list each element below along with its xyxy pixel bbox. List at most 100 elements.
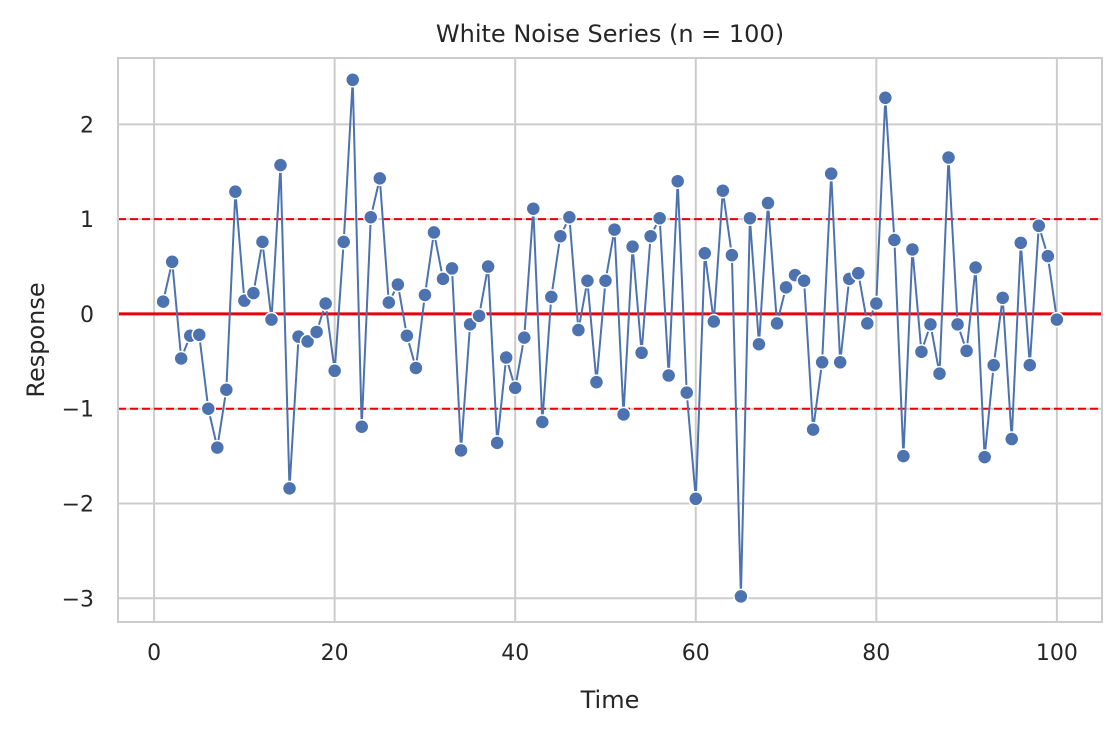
y-tick-label: 0 (80, 303, 94, 328)
data-point (606, 221, 623, 238)
data-point (390, 276, 406, 293)
data-point (254, 234, 271, 250)
data-point (967, 259, 984, 276)
data-point (344, 72, 361, 88)
data-point (453, 442, 469, 459)
data-point (922, 316, 939, 333)
data-point (715, 182, 731, 199)
data-point (751, 336, 767, 353)
data-point (913, 344, 930, 360)
data-point (516, 329, 532, 346)
data-point (850, 265, 867, 281)
data-point (326, 363, 343, 379)
x-axis-label: Time (580, 686, 640, 714)
data-point (381, 294, 397, 311)
data-point (534, 414, 551, 430)
plot-area (118, 58, 1102, 622)
data-point (245, 285, 262, 301)
data-point (570, 322, 587, 338)
data-point (173, 350, 189, 367)
data-point (353, 418, 370, 435)
data-point (1022, 357, 1038, 373)
data-point (624, 238, 641, 255)
data-point (688, 491, 704, 507)
data-point (642, 228, 659, 244)
data-point (868, 295, 885, 312)
data-point (1031, 218, 1047, 234)
y-tick-label: −3 (62, 587, 94, 612)
data-point (678, 384, 695, 401)
data-point (525, 200, 542, 217)
data-point (706, 313, 722, 330)
data-point (651, 210, 668, 226)
data-point (408, 360, 424, 376)
data-point (552, 228, 569, 244)
data-point (579, 273, 596, 289)
data-point (1013, 235, 1029, 251)
y-tick-label: 1 (80, 208, 94, 233)
data-point (272, 157, 289, 173)
data-point (904, 241, 921, 258)
data-point (317, 295, 334, 312)
data-point (263, 311, 280, 328)
y-tick-label: 2 (80, 113, 94, 138)
data-point (507, 380, 523, 396)
data-point (299, 333, 316, 350)
data-point (435, 271, 451, 287)
data-point (760, 195, 776, 211)
data-point (724, 247, 740, 263)
data-point (1049, 311, 1065, 328)
data-point (805, 421, 821, 438)
data-point (814, 354, 830, 371)
data-point (191, 327, 207, 343)
data-point (733, 588, 749, 605)
data-point (615, 406, 632, 423)
data-point (769, 315, 785, 332)
data-point (308, 324, 325, 340)
data-point (444, 260, 460, 277)
data-point (561, 209, 578, 225)
y-axis-label: Response (22, 282, 50, 397)
x-tick-label: 80 (862, 641, 890, 666)
data-point (281, 480, 298, 497)
data-point (931, 365, 948, 382)
data-point (363, 209, 379, 225)
data-point (985, 357, 1002, 373)
data-point (164, 254, 180, 270)
data-point (1003, 431, 1020, 447)
data-point (471, 308, 487, 324)
y-axis-ticks: −3 −2 −1 0 1 2 (62, 113, 94, 612)
x-axis-ticks: 0 20 40 60 80 100 (147, 641, 1078, 666)
data-point (859, 315, 876, 332)
x-tick-label: 40 (501, 641, 529, 666)
data-point (426, 224, 442, 241)
data-point (823, 165, 839, 182)
data-point (200, 400, 217, 417)
data-point (886, 232, 903, 248)
data-point (660, 367, 677, 384)
data-point (958, 343, 975, 359)
data-point (588, 374, 605, 390)
data-point (543, 289, 560, 305)
x-tick-label: 0 (147, 641, 161, 666)
data-point (498, 349, 514, 366)
data-point (778, 279, 794, 296)
data-point (480, 258, 496, 275)
data-point (994, 290, 1011, 306)
data-point (976, 449, 993, 465)
data-point (633, 345, 650, 361)
data-point (1040, 248, 1056, 264)
data-point (895, 448, 912, 464)
x-tick-label: 20 (321, 641, 349, 666)
plot-frame (117, 57, 1103, 623)
data-point (597, 273, 614, 289)
data-point (417, 287, 433, 303)
data-point (399, 327, 415, 344)
data-point (742, 210, 758, 226)
data-point (372, 170, 388, 187)
x-tick-label: 100 (1036, 641, 1078, 666)
data-point (489, 435, 505, 451)
series (155, 72, 1065, 605)
chart-title: White Noise Series (n = 100) (436, 20, 784, 48)
